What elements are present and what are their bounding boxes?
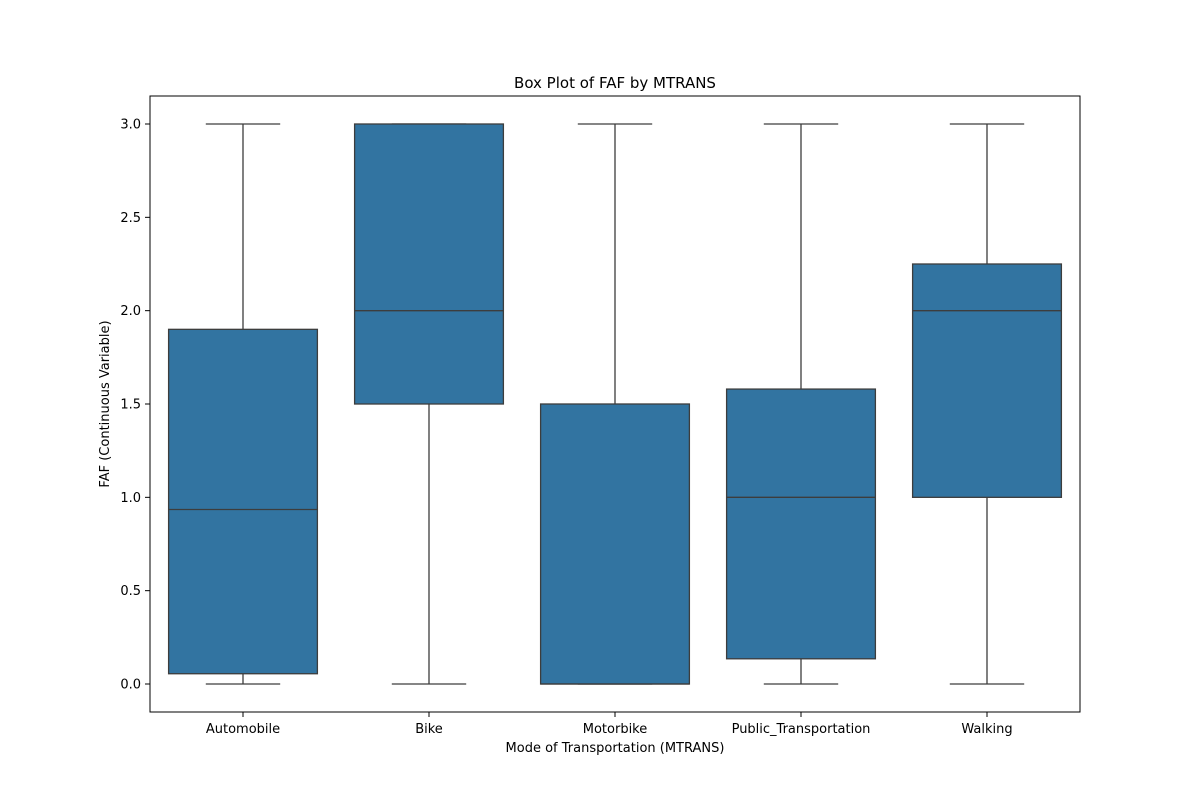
- box-group-walking: [911, 123, 1063, 685]
- box-group-motorbike: [539, 123, 691, 685]
- x-tick-label: Public_Transportation: [732, 722, 871, 737]
- box-group-bike: [353, 123, 505, 685]
- y-tick-label: 3.0: [120, 118, 141, 133]
- x-axis-label: Mode of Transportation (MTRANS): [506, 741, 725, 756]
- x-tick-label: Motorbike: [583, 722, 648, 737]
- y-tick-label: 1.0: [120, 491, 141, 506]
- box-group-automobile: [167, 123, 319, 685]
- y-tick-label: 0.5: [120, 584, 141, 599]
- x-tick-label: Automobile: [206, 722, 280, 737]
- plot-area: [167, 123, 1063, 685]
- y-tick-label: 1.5: [120, 398, 141, 413]
- x-tick-label: Walking: [961, 722, 1012, 737]
- chart-title: Box Plot of FAF by MTRANS: [514, 74, 716, 92]
- box-group-public-transportation: [725, 123, 877, 685]
- y-axis-label: FAF (Continuous Variable): [98, 320, 113, 487]
- x-tick-label: Bike: [415, 722, 443, 737]
- iqr-box: [539, 403, 691, 685]
- y-tick-label: 2.0: [120, 304, 141, 319]
- y-tick-label: 0.0: [120, 678, 141, 693]
- iqr-box: [725, 388, 877, 660]
- iqr-box: [353, 123, 505, 405]
- iqr-box: [911, 263, 1063, 498]
- y-tick-label: 2.5: [120, 211, 141, 226]
- iqr-box: [167, 328, 319, 675]
